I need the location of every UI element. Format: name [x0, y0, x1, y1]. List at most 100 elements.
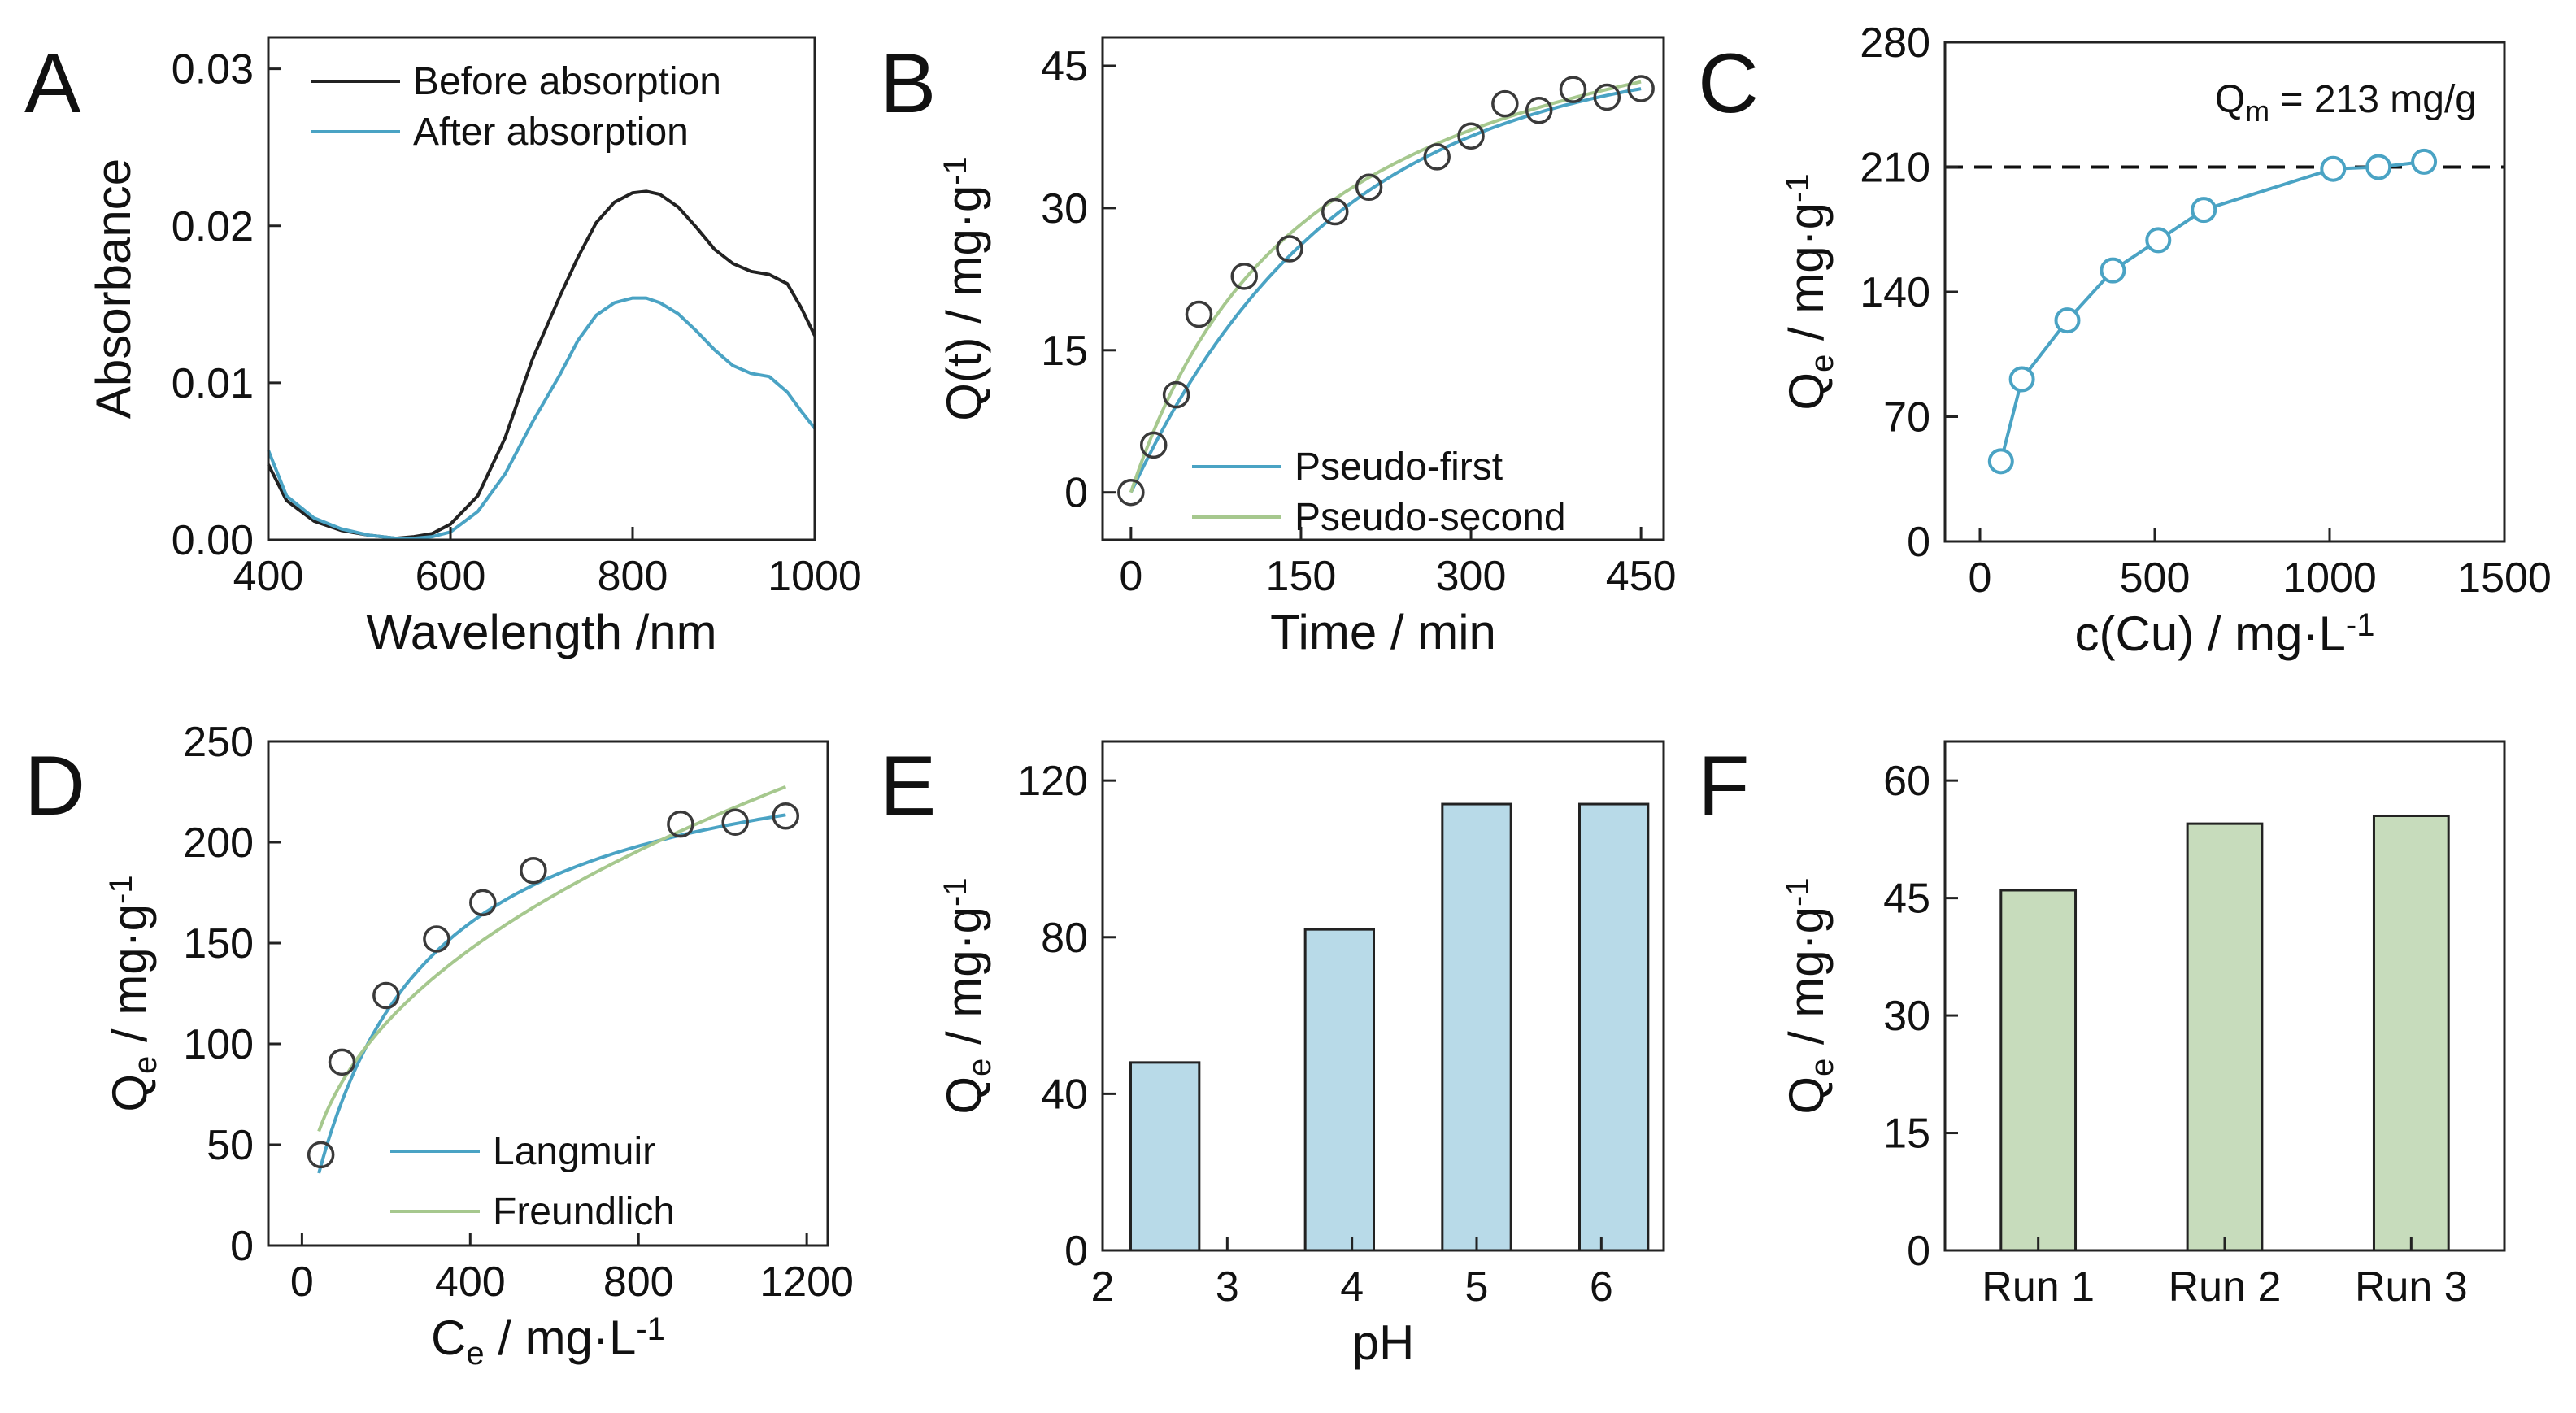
x-category-label: Run 1: [1982, 1263, 2095, 1311]
data-point: [1525, 97, 1553, 124]
y-tick-label: 0.02: [172, 203, 254, 250]
x-tick-label: 400: [233, 553, 304, 600]
x-axis-label-part: -1: [2346, 607, 2375, 643]
y-axis-label: Q(t) / mg·g-1: [937, 156, 991, 421]
data-point: [1559, 76, 1587, 103]
legend-label: Freundlich: [493, 1190, 675, 1233]
x-tick-label: 6: [1590, 1263, 1613, 1311]
panel-d: D Langmuir Freundlich 0 50 100 150 200 250 0 400 80…: [24, 719, 854, 1372]
data-point: [2365, 154, 2392, 180]
y-axis-label-part: Q(t) / mg·g: [937, 185, 991, 421]
x-tick-label: 0: [1119, 553, 1142, 600]
data-point: [1162, 380, 1190, 409]
x-tick-label: 5: [1465, 1263, 1489, 1311]
x-tick-label: 1500: [2457, 554, 2552, 602]
x-tick-label: 800: [598, 553, 668, 600]
legend-label: Before absorption: [413, 60, 721, 103]
legend-label: Pseudo-second: [1295, 496, 1566, 539]
data-point: [2145, 227, 2172, 254]
y-tick-label: 45: [1041, 43, 1088, 90]
panel-f: F Run 1 Run 2 Run 3 0 15 30 45 60 Qe / mg·g-1: [1698, 739, 2506, 1311]
panel-letter: C: [1698, 37, 1759, 131]
y-tick-label: 50: [207, 1122, 254, 1169]
data-point: [1987, 448, 2014, 475]
y-tick-label: 15: [1883, 1111, 1930, 1158]
x-axis-label: Ce / mg·L-1: [431, 1311, 665, 1372]
x-axis-label-part: e: [466, 1336, 484, 1372]
x-category-label: Run 2: [2169, 1263, 2282, 1311]
data-point: [1491, 89, 1519, 118]
y-axis-label: Qe / mg·g-1: [937, 877, 998, 1114]
y-tick-label: 120: [1017, 758, 1088, 805]
data-point: [1423, 143, 1451, 171]
plot-frame: [1101, 740, 1665, 1252]
panel-letter: F: [1698, 739, 1750, 833]
data-point: [1321, 198, 1349, 226]
x-tick-label: 4: [1340, 1263, 1364, 1311]
x-axis-label: Time / min: [1270, 605, 1496, 659]
data-point: [2191, 197, 2217, 224]
panel-a: A Before absorption After absorption 0.00 0.…: [24, 36, 862, 659]
y-tick-label: 0: [1064, 470, 1088, 517]
y-tick-label: 60: [1883, 758, 1930, 805]
data-point: [1276, 235, 1303, 263]
y-tick-label: 0.00: [172, 517, 254, 564]
data-point: [2411, 148, 2438, 175]
y-tick-label: 30: [1041, 185, 1088, 233]
fit-line-pso: [1129, 80, 1642, 493]
y-axis-label: Qe / mg·g-1: [1779, 173, 1840, 410]
reference-annotation: Qm = 213 mg/g: [2215, 78, 2477, 128]
fit-line-pfo: [1129, 87, 1642, 493]
data-point: [2100, 257, 2126, 284]
x-axis-label-part: C: [431, 1311, 466, 1365]
x-axis-label: pH: [1352, 1315, 1415, 1370]
anno-main: Q: [2215, 78, 2245, 121]
y-tick-label: 80: [1041, 915, 1088, 962]
panel-letter: B: [880, 37, 936, 131]
y-axis-label-part: Q: [1779, 372, 1834, 411]
data-point: [2054, 307, 2081, 334]
x-category-label: Run 3: [2355, 1263, 2468, 1311]
fit-line-langmuir: [317, 813, 786, 1174]
y-tick-label: 0: [1907, 1228, 1930, 1275]
y-axis-label-part: e: [128, 1056, 163, 1074]
y-axis-label-part: -1: [1780, 173, 1816, 202]
legend-label: Langmuir: [493, 1130, 655, 1173]
data-point: [328, 1048, 356, 1076]
x-axis-label: Wavelength /nm: [366, 605, 716, 659]
y-tick-label: 200: [183, 820, 254, 867]
y-axis-label-part: -1: [938, 156, 973, 185]
x-tick-label: 0: [290, 1259, 314, 1306]
x-axis-label-part: Time / min: [1270, 605, 1496, 659]
y-axis-label-part: Q: [1779, 1076, 1834, 1115]
data-point: [1185, 300, 1213, 328]
data-point: [772, 802, 800, 830]
y-tick-label: 0: [230, 1223, 254, 1270]
data-point: [1139, 431, 1168, 459]
data-point: [372, 981, 400, 1010]
data-point: [1355, 173, 1383, 201]
y-axis-label-part: Q: [102, 1074, 157, 1112]
data-point: [1457, 122, 1485, 150]
anno-tail: = 213 mg/g: [2269, 78, 2477, 121]
bar: [2372, 814, 2450, 1252]
bar: [1303, 928, 1375, 1252]
x-axis-label-part: Wavelength /nm: [366, 605, 716, 659]
y-axis-label-part: e: [1804, 354, 1840, 372]
data-point: [469, 889, 497, 917]
y-axis-label: Qe / mg·g-1: [102, 875, 163, 1111]
y-tick-label: 30: [1883, 993, 1930, 1040]
y-axis-label: Qe / mg·g-1: [1779, 877, 1840, 1114]
y-axis-label-part: -1: [103, 875, 139, 904]
data-point: [667, 810, 694, 838]
y-tick-label: 250: [183, 719, 254, 766]
anno-sub: m: [2245, 94, 2269, 128]
legend-label: After absorption: [413, 111, 689, 154]
panel-c: C Qm = 213 mg/g 0 70 140 210 280 0 500 1000 1500 Qe…: [1698, 20, 2552, 661]
y-axis-label-part: / mg·g: [937, 906, 991, 1059]
y-axis-label-part: -1: [938, 877, 973, 906]
y-tick-label: 140: [1860, 269, 1930, 316]
y-axis-label-part: e: [962, 1059, 998, 1076]
data-point: [1230, 263, 1258, 290]
y-tick-label: 0.01: [172, 360, 254, 407]
